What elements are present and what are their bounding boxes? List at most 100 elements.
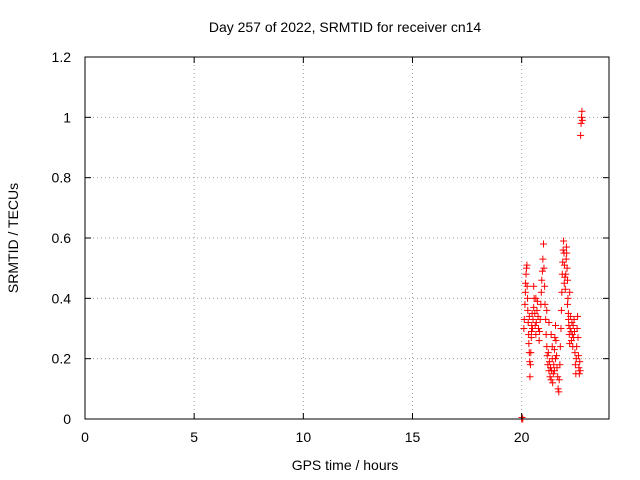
- data-point: [524, 318, 532, 326]
- y-tick-label: 0: [63, 411, 71, 427]
- data-point: [564, 294, 572, 302]
- data-point: [559, 258, 567, 266]
- data-point: [575, 364, 583, 372]
- data-point: [539, 255, 547, 263]
- data-point: [560, 279, 568, 287]
- data-point: [542, 315, 550, 323]
- data-point: [555, 376, 563, 384]
- data-point: [561, 285, 569, 293]
- data-point: [546, 373, 554, 381]
- data-point: [578, 107, 586, 115]
- data-point: [558, 288, 566, 296]
- data-point: [565, 315, 573, 323]
- data-point: [552, 337, 560, 345]
- data-point: [547, 331, 555, 339]
- data-point: [556, 343, 564, 351]
- data-point: [526, 358, 534, 366]
- data-point: [557, 325, 565, 332]
- data-point: [538, 267, 546, 275]
- chart-title: Day 257 of 2022, SRMTID for receiver cn1…: [209, 19, 482, 35]
- data-point: [562, 255, 570, 263]
- data-point: [575, 370, 583, 378]
- data-point: [577, 113, 585, 121]
- data-point: [524, 294, 532, 302]
- data-point: [562, 243, 570, 251]
- data-point: [552, 355, 560, 363]
- data-point: [532, 331, 540, 339]
- data-point: [563, 264, 571, 272]
- data-point: [531, 321, 539, 329]
- data-point: [541, 300, 549, 308]
- data-point: [559, 246, 567, 254]
- data-point: [526, 361, 534, 369]
- data-point: [532, 318, 540, 326]
- y-tick-label: 1: [63, 109, 71, 125]
- data-point: [578, 116, 586, 124]
- grid-lines: [85, 57, 609, 419]
- x-tick-label: 5: [190, 429, 198, 445]
- y-tick-label: 1.2: [52, 49, 72, 65]
- data-point: [560, 237, 568, 245]
- data-point: [577, 131, 585, 139]
- data-point: [522, 279, 530, 287]
- data-point: [521, 300, 529, 308]
- data-point: [527, 328, 535, 336]
- data-point: [571, 361, 579, 369]
- data-point: [534, 325, 542, 332]
- data-point: [530, 303, 538, 311]
- x-tick-label: 20: [514, 429, 530, 445]
- data-point: [566, 325, 574, 332]
- data-point: [546, 364, 554, 372]
- data-point: [527, 349, 535, 357]
- data-point: [566, 288, 574, 296]
- x-axis-label: GPS time / hours: [292, 457, 399, 473]
- data-point: [545, 358, 553, 366]
- data-point: [573, 343, 581, 351]
- data-point: [555, 388, 563, 396]
- y-tick-label: 0.6: [52, 230, 72, 246]
- data-point: [533, 306, 541, 314]
- data-point: [563, 249, 571, 257]
- data-point: [562, 270, 570, 278]
- data-point: [576, 358, 584, 366]
- data-point: [549, 370, 557, 378]
- data-point: [551, 334, 559, 342]
- data-point: [537, 288, 545, 296]
- data-point: [550, 361, 558, 369]
- data-point: [525, 312, 533, 320]
- data-point: [530, 282, 538, 290]
- data-point: [544, 349, 552, 357]
- data-point: [533, 297, 541, 305]
- data-point: [574, 334, 582, 342]
- data-point: [520, 325, 528, 332]
- data-point: [576, 367, 584, 375]
- data-point: [523, 261, 531, 269]
- data-point: [523, 282, 531, 290]
- data-point: [525, 340, 533, 348]
- data-point: [541, 282, 549, 290]
- data-point: [550, 367, 558, 375]
- data-point: [554, 373, 562, 381]
- data-point: [554, 385, 562, 393]
- data-point: [553, 352, 561, 360]
- data-point: [520, 315, 528, 323]
- y-axis-label: SRMTID / TECUs: [5, 183, 21, 293]
- data-point: [564, 300, 572, 308]
- data-point: [536, 328, 544, 336]
- y-tick-label: 0.8: [52, 170, 72, 186]
- data-points: [518, 107, 586, 423]
- data-point: [522, 270, 530, 278]
- data-point: [547, 376, 555, 384]
- data-point: [524, 306, 532, 314]
- y-tick-label: 0.4: [52, 290, 72, 306]
- data-point: [549, 379, 557, 387]
- y-axis: 0 0.2 0.4 0.6 0.8 1 1.2: [52, 49, 609, 427]
- data-point: [543, 352, 551, 360]
- data-point: [532, 294, 540, 302]
- data-point: [535, 337, 543, 345]
- data-point: [574, 352, 582, 360]
- data-point: [557, 306, 565, 314]
- data-point: [564, 276, 572, 284]
- y-tick-label: 0.2: [52, 351, 72, 367]
